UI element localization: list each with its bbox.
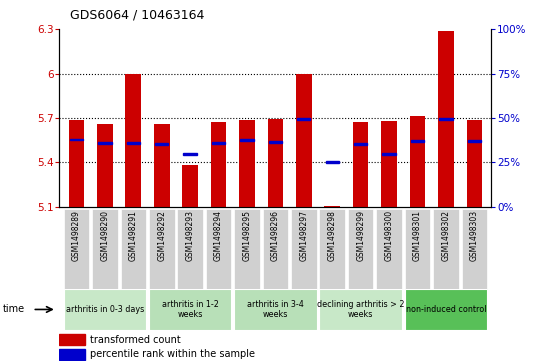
- FancyBboxPatch shape: [177, 209, 203, 289]
- FancyBboxPatch shape: [404, 209, 430, 289]
- Bar: [97, 124, 113, 207]
- FancyBboxPatch shape: [120, 209, 146, 289]
- Bar: [69, 120, 84, 207]
- Bar: [468, 140, 481, 142]
- Bar: [411, 140, 424, 142]
- FancyBboxPatch shape: [206, 209, 231, 289]
- FancyBboxPatch shape: [234, 209, 260, 289]
- Text: transformed count: transformed count: [90, 335, 180, 345]
- Text: percentile rank within the sample: percentile rank within the sample: [90, 349, 255, 359]
- Text: GSM1498301: GSM1498301: [413, 210, 422, 261]
- Text: non-induced control: non-induced control: [406, 305, 486, 314]
- Text: GDS6064 / 10463164: GDS6064 / 10463164: [70, 9, 205, 22]
- FancyBboxPatch shape: [149, 209, 174, 289]
- FancyBboxPatch shape: [320, 289, 402, 330]
- Bar: [438, 31, 454, 207]
- Bar: [183, 165, 198, 207]
- Bar: [70, 139, 83, 140]
- Bar: [296, 74, 312, 207]
- Text: GSM1498293: GSM1498293: [186, 210, 194, 261]
- Text: GSM1498302: GSM1498302: [441, 210, 450, 261]
- Text: GSM1498303: GSM1498303: [470, 210, 479, 261]
- Bar: [212, 142, 225, 144]
- FancyBboxPatch shape: [64, 289, 146, 330]
- Bar: [184, 153, 197, 155]
- Bar: [382, 153, 396, 155]
- FancyBboxPatch shape: [291, 209, 316, 289]
- Text: GSM1498291: GSM1498291: [129, 210, 138, 261]
- FancyBboxPatch shape: [433, 209, 458, 289]
- FancyBboxPatch shape: [64, 209, 89, 289]
- Text: GSM1498292: GSM1498292: [157, 210, 166, 261]
- Bar: [326, 161, 339, 163]
- Text: GSM1498299: GSM1498299: [356, 210, 365, 261]
- Bar: [154, 124, 170, 207]
- Bar: [467, 120, 482, 207]
- FancyBboxPatch shape: [92, 209, 118, 289]
- Text: GSM1498296: GSM1498296: [271, 210, 280, 261]
- FancyBboxPatch shape: [376, 209, 402, 289]
- Bar: [353, 122, 368, 207]
- Text: GSM1498294: GSM1498294: [214, 210, 223, 261]
- Bar: [269, 142, 282, 143]
- Text: GSM1498295: GSM1498295: [242, 210, 252, 261]
- FancyBboxPatch shape: [234, 289, 316, 330]
- Bar: [354, 143, 367, 145]
- Text: arthritis in 0-3 days: arthritis in 0-3 days: [66, 305, 144, 314]
- FancyBboxPatch shape: [404, 289, 487, 330]
- Bar: [125, 74, 141, 207]
- Bar: [155, 143, 168, 145]
- Bar: [98, 142, 112, 144]
- Bar: [381, 121, 397, 207]
- Text: arthritis in 1-2
weeks: arthritis in 1-2 weeks: [161, 300, 219, 319]
- Bar: [211, 122, 226, 207]
- Bar: [410, 116, 426, 207]
- Bar: [297, 118, 310, 120]
- Bar: [439, 118, 453, 120]
- FancyBboxPatch shape: [348, 209, 374, 289]
- Text: GSM1498297: GSM1498297: [299, 210, 308, 261]
- Bar: [240, 139, 254, 141]
- Text: arthritis in 3-4
weeks: arthritis in 3-4 weeks: [247, 300, 304, 319]
- Bar: [59, 334, 85, 345]
- Text: time: time: [3, 305, 25, 314]
- Bar: [268, 119, 283, 207]
- Text: GSM1498300: GSM1498300: [384, 210, 394, 261]
- Bar: [325, 206, 340, 207]
- Text: GSM1498289: GSM1498289: [72, 210, 81, 261]
- FancyBboxPatch shape: [149, 289, 231, 330]
- Bar: [59, 349, 85, 360]
- Text: GSM1498290: GSM1498290: [100, 210, 110, 261]
- Bar: [239, 120, 255, 207]
- FancyBboxPatch shape: [262, 209, 288, 289]
- FancyBboxPatch shape: [462, 209, 487, 289]
- Bar: [127, 142, 140, 144]
- Text: GSM1498298: GSM1498298: [328, 210, 337, 261]
- Text: declining arthritis > 2
weeks: declining arthritis > 2 weeks: [317, 300, 404, 319]
- FancyBboxPatch shape: [320, 209, 345, 289]
